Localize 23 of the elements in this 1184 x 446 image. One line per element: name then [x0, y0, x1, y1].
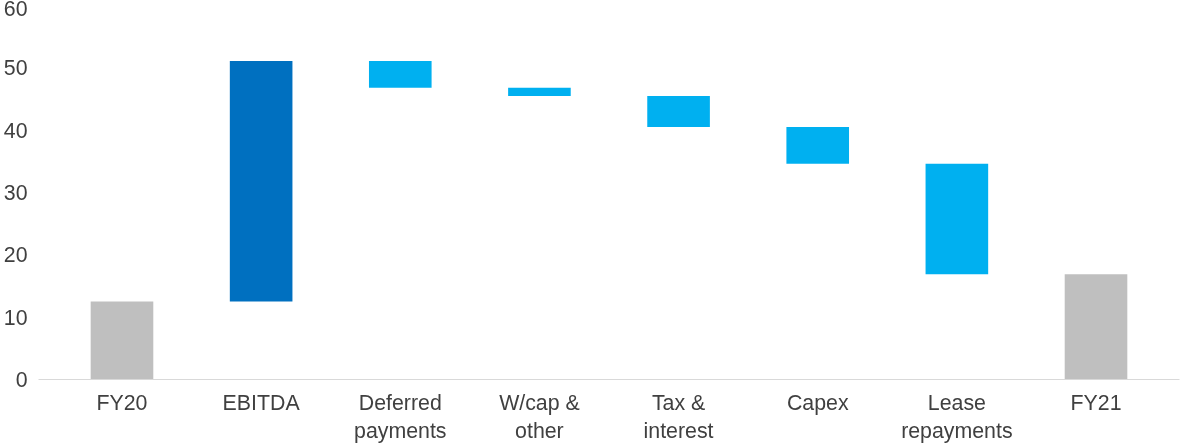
x-tick-label: FY20	[96, 390, 148, 415]
bar	[90, 301, 154, 380]
x-tick-label: W/cap & other	[499, 390, 580, 444]
x-tick-label: Lease repayments	[901, 390, 1013, 444]
bar	[368, 60, 432, 88]
bar	[1064, 274, 1128, 380]
bar	[786, 127, 850, 164]
x-tick-label: Deferred payments	[354, 390, 447, 444]
y-tick-label: 10	[3, 305, 28, 330]
y-tick-label: 30	[3, 181, 28, 205]
y-tick-label: 0	[15, 368, 28, 392]
bar	[647, 95, 710, 128]
x-tick-label: FY21	[1070, 390, 1122, 415]
bar	[508, 87, 571, 96]
x-tick-label: Tax & interest	[643, 390, 714, 444]
x-tick-label: Capex	[786, 390, 849, 415]
bar	[229, 60, 293, 302]
x-tick-label: EBITDA	[222, 390, 301, 415]
y-tick-label: 50	[3, 56, 28, 81]
y-tick-label: 40	[3, 118, 28, 143]
y-tick-label: 20	[3, 243, 28, 268]
y-tick-label: 60	[3, 0, 28, 21]
bar	[925, 163, 989, 275]
